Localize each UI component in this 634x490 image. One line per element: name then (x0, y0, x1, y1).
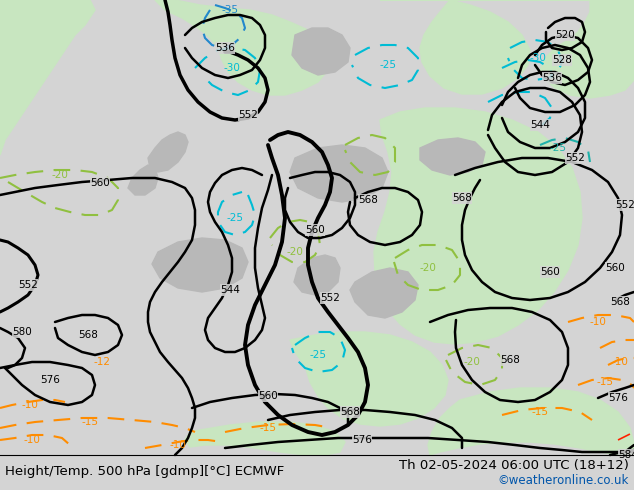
Text: -35: -35 (221, 5, 238, 15)
Text: 552: 552 (18, 280, 38, 290)
Polygon shape (292, 28, 350, 75)
Polygon shape (185, 422, 345, 455)
Text: -20: -20 (287, 247, 304, 257)
Text: 552: 552 (565, 153, 585, 163)
Text: 568: 568 (358, 195, 378, 205)
Text: 552: 552 (238, 110, 258, 120)
Polygon shape (128, 165, 158, 195)
Text: -25: -25 (309, 350, 327, 360)
Polygon shape (0, 0, 95, 155)
Text: -20: -20 (463, 357, 481, 367)
Polygon shape (148, 132, 188, 172)
Polygon shape (428, 388, 634, 455)
Text: 568: 568 (452, 193, 472, 203)
Polygon shape (290, 145, 388, 202)
Text: 560: 560 (540, 267, 560, 277)
Text: -15: -15 (531, 407, 548, 417)
Text: 560: 560 (90, 178, 110, 188)
Text: 520: 520 (555, 30, 575, 40)
Text: 584: 584 (618, 450, 634, 460)
Text: -10: -10 (23, 435, 41, 445)
Text: -25: -25 (226, 213, 243, 223)
Text: -10: -10 (590, 317, 607, 327)
Polygon shape (294, 255, 340, 295)
Text: 560: 560 (305, 225, 325, 235)
Text: 552: 552 (320, 293, 340, 303)
Text: -25: -25 (550, 143, 567, 153)
Text: 568: 568 (78, 330, 98, 340)
Text: ©weatheronline.co.uk: ©weatheronline.co.uk (498, 473, 629, 487)
Text: 544: 544 (220, 285, 240, 295)
Polygon shape (350, 268, 418, 318)
Text: Height/Temp. 500 hPa [gdmp][°C] ECMWF: Height/Temp. 500 hPa [gdmp][°C] ECMWF (5, 465, 284, 477)
Text: 528: 528 (552, 55, 572, 65)
Text: -15: -15 (597, 377, 614, 387)
Text: 576: 576 (352, 435, 372, 445)
Text: -20: -20 (51, 170, 68, 180)
Text: -12: -12 (93, 357, 110, 367)
Text: 576: 576 (608, 393, 628, 403)
Text: 576: 576 (40, 375, 60, 385)
Polygon shape (420, 138, 485, 175)
Text: -25: -25 (380, 60, 396, 70)
Text: -30: -30 (529, 53, 547, 63)
Polygon shape (290, 332, 448, 426)
Text: -15: -15 (259, 423, 276, 433)
Text: 568: 568 (500, 355, 520, 365)
Text: Th 02-05-2024 06:00 UTC (18+12): Th 02-05-2024 06:00 UTC (18+12) (399, 459, 629, 471)
Text: 580: 580 (12, 327, 32, 337)
Text: 568: 568 (340, 407, 360, 417)
Text: -10: -10 (612, 357, 628, 367)
Text: 560: 560 (605, 263, 625, 273)
Polygon shape (420, 0, 530, 94)
Text: 536: 536 (542, 73, 562, 83)
Polygon shape (380, 0, 634, 98)
Text: -10: -10 (169, 440, 186, 450)
Text: 544: 544 (530, 120, 550, 130)
Text: -30: -30 (224, 63, 240, 73)
Text: -20: -20 (420, 263, 436, 273)
Text: -10: -10 (22, 400, 39, 410)
Polygon shape (374, 108, 582, 344)
Polygon shape (155, 0, 330, 95)
Polygon shape (152, 238, 248, 292)
Text: 568: 568 (610, 297, 630, 307)
Text: -15: -15 (82, 417, 98, 427)
Text: 552: 552 (615, 200, 634, 210)
Text: 560: 560 (258, 391, 278, 401)
Text: 536: 536 (215, 43, 235, 53)
